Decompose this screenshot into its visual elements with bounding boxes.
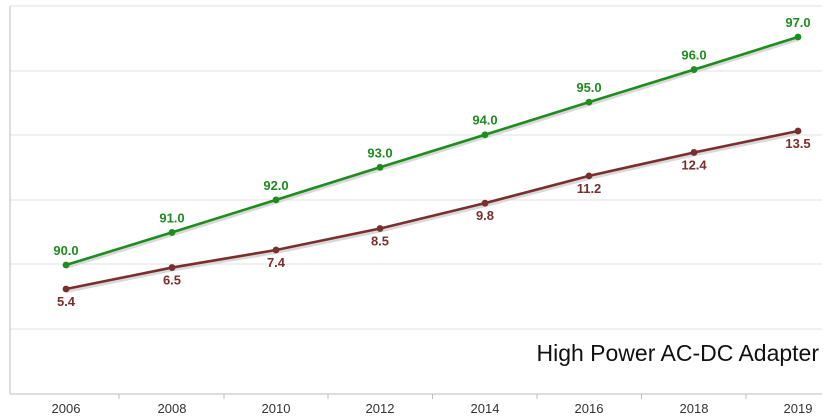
series-0-data-label-2018: 96.0 [681, 48, 706, 63]
series-1-point-2008 [168, 264, 176, 271]
series-0-data-label-2006: 90.0 [53, 243, 78, 258]
series-0-data-label-2008: 91.0 [159, 210, 184, 225]
series-1-line [65, 129, 799, 291]
x-tick-label-2019: 2019 [784, 401, 813, 416]
series-0-point-2019 [794, 33, 802, 41]
series-0-point-2012 [376, 163, 384, 171]
series-1-data-label-2018: 12.4 [681, 157, 707, 172]
series-0-point-2014 [481, 131, 489, 139]
series-1-data-label-2006: 5.4 [57, 294, 76, 309]
x-tick-label-2018: 2018 [680, 401, 709, 416]
series-1-point-2014 [481, 199, 489, 207]
x-tick-label-2014: 2014 [471, 401, 500, 416]
series-1-point-2019 [794, 127, 802, 135]
series-1-data-label-2010: 7.4 [267, 255, 286, 270]
series-0-point-2010 [272, 196, 280, 204]
x-tick-label-2010: 2010 [262, 401, 291, 416]
x-tick-label-2008: 2008 [158, 401, 187, 416]
x-tick-label-2012: 2012 [366, 401, 395, 416]
series-0-data-label-2016: 95.0 [576, 80, 601, 95]
series-0-data-label-2010: 92.0 [263, 178, 288, 193]
chart-caption: High Power AC-DC Adapter [536, 340, 819, 366]
series-0-data-label-2019: 97.0 [785, 15, 810, 30]
series-0-point-2008 [168, 229, 176, 236]
series-0-data-label-2014: 94.0 [472, 113, 497, 128]
series-0-point-2006 [62, 261, 70, 269]
series-1-data-label-2008: 6.5 [163, 273, 181, 288]
series-1-point-2010 [272, 246, 280, 254]
series-0-point-2018 [690, 66, 698, 73]
series-0-line [65, 35, 799, 267]
series-0-point-2016 [585, 98, 593, 106]
series-1-point-2018 [690, 149, 698, 156]
x-tick-label-2016: 2016 [575, 401, 604, 416]
series-1-shadow [65, 132, 799, 293]
series-1-data-label-2019: 13.5 [785, 136, 810, 151]
x-tick-label-2006: 2006 [52, 401, 81, 416]
series-1-data-label-2014: 9.8 [476, 208, 494, 223]
series-1-point-2006 [62, 285, 70, 293]
series-1-point-2012 [376, 225, 384, 232]
series-1-data-label-2016: 11.2 [577, 181, 602, 196]
series-1-point-2016 [585, 172, 593, 180]
series-0-shadow [65, 38, 799, 269]
series-1-data-label-2012: 8.5 [371, 234, 389, 249]
series-0-data-label-2012: 93.0 [367, 145, 392, 160]
